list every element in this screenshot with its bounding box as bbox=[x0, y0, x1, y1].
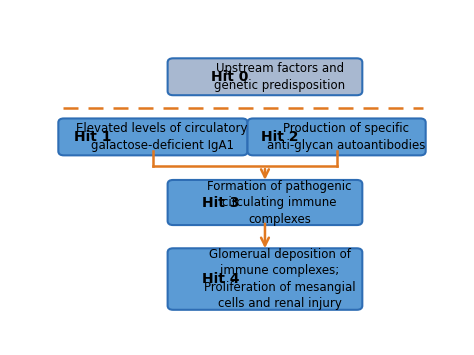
Text: Hit 0: Hit 0 bbox=[211, 70, 249, 84]
FancyBboxPatch shape bbox=[168, 248, 362, 310]
FancyBboxPatch shape bbox=[247, 119, 426, 155]
Text: Elevated levels of circulatory
galactose-deficient IgA1: Elevated levels of circulatory galactose… bbox=[76, 122, 248, 152]
FancyBboxPatch shape bbox=[168, 58, 362, 95]
Text: Glomerual deposition of
immune complexes;
Proliferation of mesangial
cells and r: Glomerual deposition of immune complexes… bbox=[204, 248, 356, 310]
Text: Hit 2: Hit 2 bbox=[261, 130, 299, 144]
Text: Hit 4: Hit 4 bbox=[202, 272, 240, 286]
FancyBboxPatch shape bbox=[168, 180, 362, 225]
Text: Upstream factors and
genetic predisposition: Upstream factors and genetic predisposit… bbox=[214, 62, 345, 92]
Text: Production of specific
anti-glycan autoantibodies: Production of specific anti-glycan autoa… bbox=[266, 122, 425, 152]
Text: Hit 1: Hit 1 bbox=[73, 130, 111, 144]
Text: Hit 3: Hit 3 bbox=[202, 196, 239, 209]
Text: Formation of pathogenic
circulating immune
complexes: Formation of pathogenic circulating immu… bbox=[208, 180, 352, 225]
FancyBboxPatch shape bbox=[58, 119, 247, 155]
